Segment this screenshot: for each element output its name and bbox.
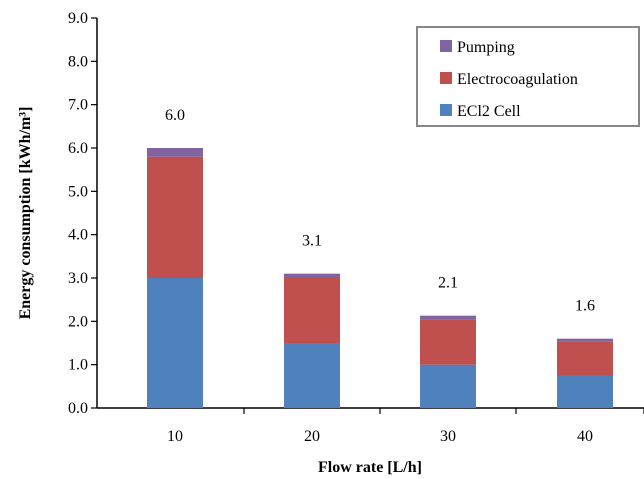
data-label-total: 6.0 [165, 107, 185, 124]
legend-label: ECl2 Cell [457, 103, 521, 120]
y-tick-label: 0.0 [68, 400, 88, 417]
bar-pumping [147, 148, 203, 157]
y-tick-label: 3.0 [68, 270, 88, 287]
bar-pumping [420, 315, 476, 320]
y-tick-label: 7.0 [68, 97, 88, 114]
legend-box [416, 26, 640, 127]
x-tick-label: 40 [577, 428, 593, 445]
bar-ecl2-cell [147, 278, 203, 408]
y-axis-title: Energy consumption [kWh/m³] [17, 107, 34, 320]
bar-electrocoagulation [557, 341, 613, 376]
legend-label: Electrocoagulation [457, 71, 578, 88]
y-tick-label: 9.0 [68, 10, 88, 27]
bar-pumping [284, 273, 340, 278]
bar-ecl2-cell [557, 375, 613, 408]
data-label-total: 3.1 [302, 233, 322, 250]
y-tick-label: 5.0 [68, 183, 88, 200]
bar-pumping [557, 338, 613, 342]
bar-electrocoagulation [284, 278, 340, 343]
legend-label: Pumping [457, 39, 515, 56]
x-axis-title: Flow rate [L/h] [318, 459, 422, 476]
y-tick-label: 6.0 [68, 140, 88, 157]
legend-swatch [440, 72, 452, 84]
x-tick-label: 10 [167, 428, 183, 445]
legend-swatch [440, 104, 452, 116]
y-tick-label: 4.0 [68, 227, 88, 244]
data-label-total: 2.1 [438, 275, 458, 292]
data-label-total: 1.6 [575, 298, 595, 315]
bar-electrocoagulation [420, 319, 476, 365]
legend-swatch [440, 40, 452, 52]
x-tick-label: 20 [304, 428, 320, 445]
y-tick-label: 8.0 [68, 53, 88, 70]
bar-ecl2-cell [420, 364, 476, 408]
bar-electrocoagulation [147, 156, 203, 278]
y-tick-label: 2.0 [68, 313, 88, 330]
bar-ecl2-cell [284, 343, 340, 408]
y-tick-label: 1.0 [68, 357, 88, 374]
x-tick-label: 30 [440, 428, 456, 445]
